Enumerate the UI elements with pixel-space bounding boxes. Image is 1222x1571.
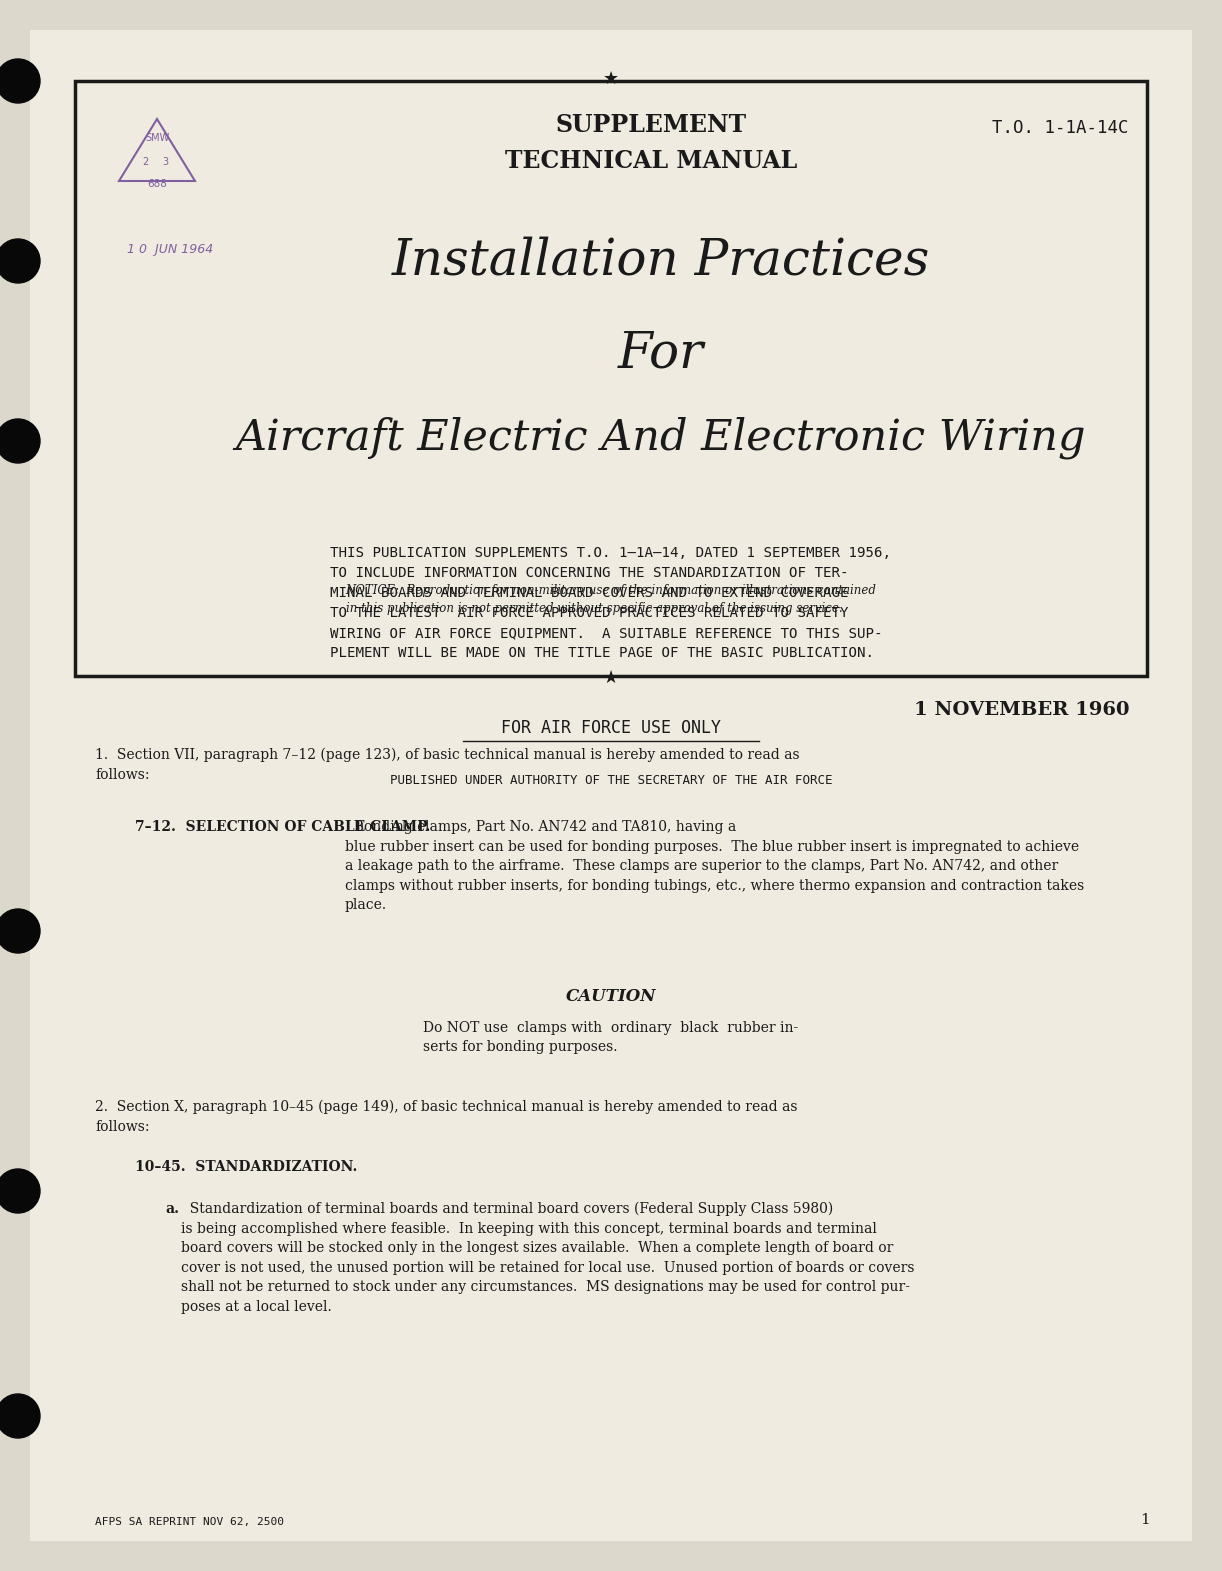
Bar [75,82,1147,676]
Text: Do NOT use  clamps with  ordinary  black  rubber in-
serts for bonding purposes.: Do NOT use clamps with ordinary black ru… [423,1021,799,1054]
Text: 1.  Section VII, paragraph 7–12 (page 123), of basic technical manual is hereby : 1. Section VII, paragraph 7–12 (page 123… [95,748,799,782]
Circle shape [0,910,40,954]
Text: Bonding clamps, Part No. AN742 and TA810, having a
blue rubber insert can be use: Bonding clamps, Part No. AN742 and TA810… [345,820,1084,913]
Circle shape [0,1393,40,1437]
Text: T.O. 1-1A-14C: T.O. 1-1A-14C [992,119,1129,137]
Text: 7–12.  SELECTION OF CABLE CLAMP.: 7–12. SELECTION OF CABLE CLAMP. [134,820,430,834]
Circle shape [0,1169,40,1213]
Text: CAUTION: CAUTION [566,988,656,1005]
Text: NOTICE:  Reproduction for non-military use of the information or illustrations c: NOTICE: Reproduction for non-military us… [346,584,876,614]
Text: ★: ★ [602,669,620,687]
Text: Standardization of terminal boards and terminal board covers (Federal Supply Cla: Standardization of terminal boards and t… [181,1202,914,1313]
Text: 2: 2 [142,157,148,167]
Text: 2.  Section X, paragraph 10–45 (page 149), of basic technical manual is hereby a: 2. Section X, paragraph 10–45 (page 149)… [95,1100,798,1134]
Text: Installation Practices: Installation Practices [392,236,930,286]
Text: Aircraft Electric And Electronic Wiring: Aircraft Electric And Electronic Wiring [236,416,1086,459]
Circle shape [0,60,40,104]
Text: ★: ★ [602,71,620,88]
Text: AFPS SA REPRINT NOV 62, 2500: AFPS SA REPRINT NOV 62, 2500 [95,1518,284,1527]
Text: TECHNICAL MANUAL: TECHNICAL MANUAL [505,149,797,173]
Circle shape [0,419,40,463]
Text: 1 0  JUN 1964: 1 0 JUN 1964 [127,244,214,256]
Text: 1: 1 [1140,1513,1150,1527]
Text: a.: a. [165,1202,178,1216]
Text: 10–45.  STANDARDIZATION.: 10–45. STANDARDIZATION. [134,1159,357,1174]
Text: SUPPLEMENT: SUPPLEMENT [556,113,747,137]
Text: FOR AIR FORCE USE ONLY: FOR AIR FORCE USE ONLY [501,720,721,737]
Circle shape [0,239,40,283]
Text: THIS PUBLICATION SUPPLEMENTS T.O. 1–1A–14, DATED 1 SEPTEMBER 1956,
TO INCLUDE IN: THIS PUBLICATION SUPPLEMENTS T.O. 1–1A–1… [330,547,892,660]
Text: 1 NOVEMBER 1960: 1 NOVEMBER 1960 [914,701,1129,720]
Text: 3: 3 [163,157,169,167]
Text: For: For [618,328,704,379]
Text: 688: 688 [147,179,167,189]
Text: SMW: SMW [145,134,169,143]
Text: PUBLISHED UNDER AUTHORITY OF THE SECRETARY OF THE AIR FORCE: PUBLISHED UNDER AUTHORITY OF THE SECRETA… [390,775,832,787]
